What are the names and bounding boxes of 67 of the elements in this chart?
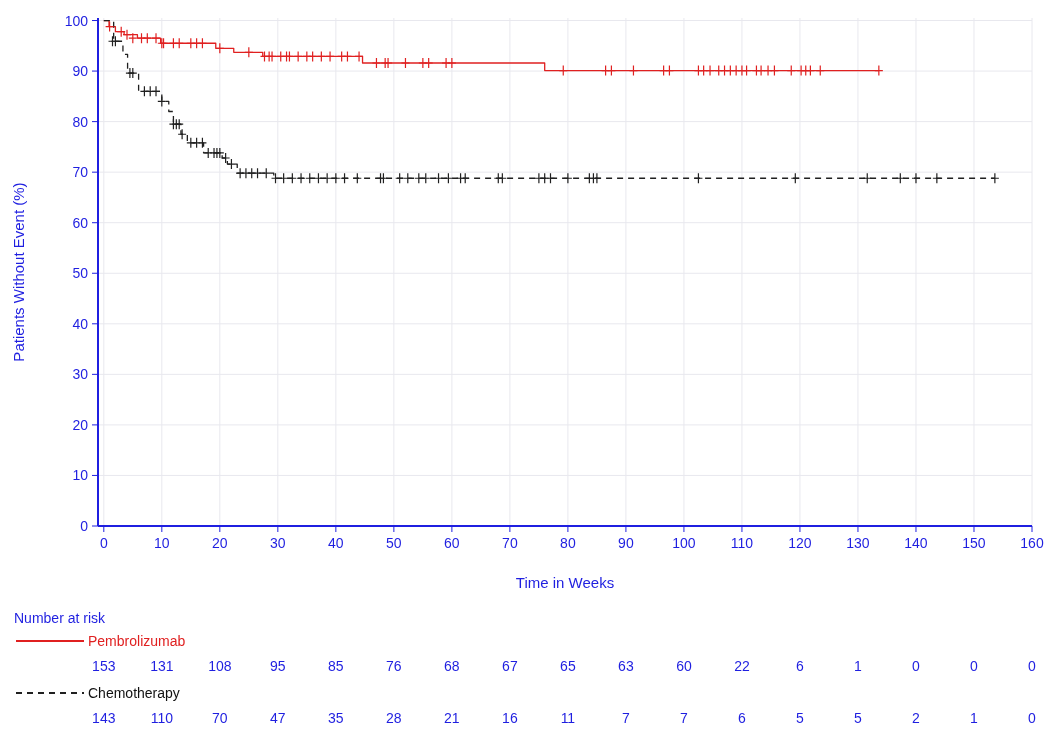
x-tick-label: 80 bbox=[560, 535, 576, 551]
text: 7 bbox=[622, 710, 631, 726]
text: 153 bbox=[92, 658, 116, 674]
y-tick-label: 10 bbox=[72, 467, 89, 484]
text: 2 bbox=[912, 710, 921, 726]
y-tick-label: 40 bbox=[72, 315, 89, 332]
text: 0 bbox=[1028, 710, 1037, 726]
x-tick-label: 130 bbox=[846, 535, 870, 551]
text: 5 bbox=[854, 710, 863, 726]
x-tick-label: 120 bbox=[788, 535, 812, 551]
text: 11 bbox=[560, 710, 576, 726]
text: 70 bbox=[212, 710, 228, 726]
text: 108 bbox=[208, 658, 232, 674]
y-tick-label: 50 bbox=[72, 265, 89, 282]
text: 6 bbox=[738, 710, 747, 726]
text: 0 bbox=[1028, 658, 1037, 674]
x-tick-label: 70 bbox=[502, 535, 518, 551]
text: 47 bbox=[270, 710, 286, 726]
text: 85 bbox=[328, 658, 344, 674]
text: 16 bbox=[502, 710, 518, 726]
x-tick-label: 110 bbox=[730, 535, 754, 551]
text: 143 bbox=[92, 710, 116, 726]
y-tick-label: 70 bbox=[72, 164, 89, 181]
y-tick-label: 20 bbox=[72, 416, 89, 433]
text: 1 bbox=[970, 710, 979, 726]
y-tick-label: 0 bbox=[80, 518, 89, 534]
text: 110 bbox=[150, 710, 174, 726]
x-tick-label: 50 bbox=[386, 535, 402, 551]
text: 28 bbox=[386, 710, 402, 726]
text: 68 bbox=[444, 658, 460, 674]
text: Number at risk bbox=[14, 610, 107, 626]
y-tick-label: 30 bbox=[72, 366, 89, 383]
text: 65 bbox=[560, 658, 576, 674]
x-tick-label: 20 bbox=[212, 535, 228, 551]
text: 22 bbox=[734, 658, 750, 674]
text: 95 bbox=[270, 658, 286, 674]
text: 63 bbox=[618, 658, 634, 674]
text: 7 bbox=[680, 710, 689, 726]
x-tick-label: 10 bbox=[154, 535, 170, 551]
x-tick-label: 40 bbox=[328, 535, 344, 551]
text: 131 bbox=[150, 658, 174, 674]
y-tick-label: 90 bbox=[72, 63, 89, 80]
text: 67 bbox=[502, 658, 518, 674]
legend-label: Chemotherapy bbox=[88, 685, 180, 701]
y-tick-label: 100 bbox=[64, 12, 89, 29]
text: 35 bbox=[328, 710, 344, 726]
x-tick-label: 0 bbox=[99, 535, 108, 551]
x-tick-label: 60 bbox=[444, 535, 460, 551]
text: 5 bbox=[796, 710, 805, 726]
x-axis-title: Time in Weeks bbox=[515, 574, 615, 591]
text: 1 bbox=[854, 658, 863, 674]
x-tick-label: 100 bbox=[672, 535, 696, 551]
x-tick-label: 160 bbox=[1020, 535, 1044, 551]
x-tick-label: 90 bbox=[618, 535, 634, 551]
y-axis-title: Patients Without Event (%) bbox=[10, 182, 27, 362]
text: 60 bbox=[676, 658, 692, 674]
text: 76 bbox=[386, 658, 402, 674]
x-tick-label: 150 bbox=[962, 535, 986, 551]
x-tick-label: 30 bbox=[270, 535, 286, 551]
y-tick-label: 60 bbox=[72, 214, 89, 231]
text: 6 bbox=[796, 658, 805, 674]
text: 0 bbox=[912, 658, 921, 674]
text: 21 bbox=[444, 710, 460, 726]
text: 0 bbox=[970, 658, 979, 674]
x-tick-label: 140 bbox=[904, 535, 928, 551]
y-tick-label: 80 bbox=[72, 113, 89, 130]
legend-label: Pembrolizumab bbox=[88, 633, 186, 649]
